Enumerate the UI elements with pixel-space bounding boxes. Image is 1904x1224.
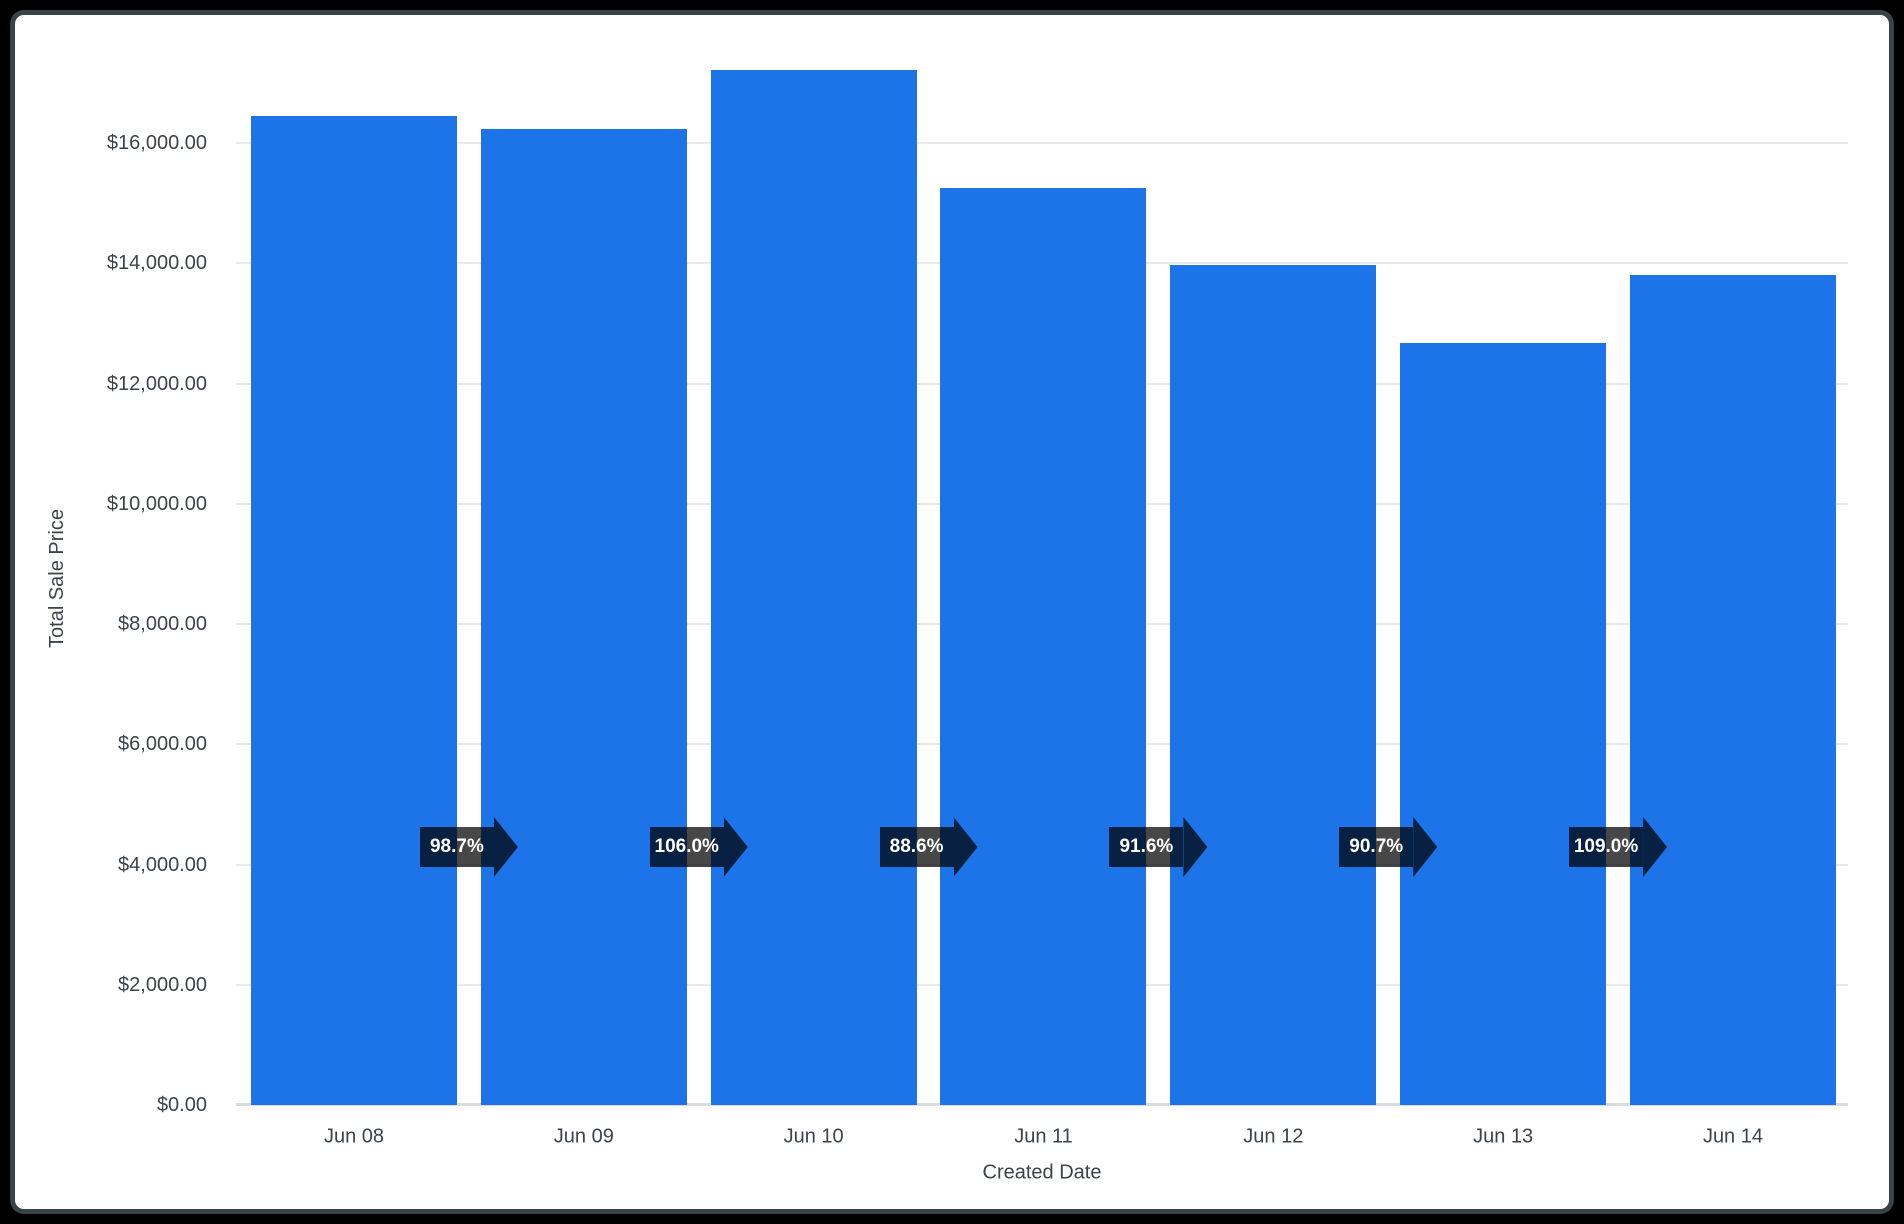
bar-jun-08[interactable]	[251, 115, 457, 1105]
arrow-right-icon	[723, 817, 748, 877]
y-tick-label: $14,000.00	[106, 252, 207, 275]
y-tick-label: $6,000.00	[118, 733, 207, 756]
percent-change-badge: 88.6%	[879, 817, 978, 877]
arrow-right-icon	[1413, 817, 1438, 877]
bar-jun-10[interactable]	[710, 70, 917, 1105]
plot-area: $0.00 $2,000.00 $4,000.00 $6,000.00 $8,000.0…	[107, 40, 1848, 1148]
bar-jun-11[interactable]	[940, 188, 1147, 1105]
percent-change-label: 90.7%	[1339, 827, 1414, 867]
percent-change-label: 91.6%	[1109, 827, 1184, 867]
y-tick-label: $2,000.00	[118, 973, 207, 996]
gridline	[236, 142, 1848, 144]
x-tick-label: Jun 12	[1243, 1125, 1304, 1148]
bar-jun-09[interactable]	[480, 128, 687, 1105]
x-tick-label: Jun 10	[783, 1125, 844, 1148]
y-tick-label: $8,000.00	[118, 613, 207, 635]
y-axis-title-wrap: Total Sale Price	[42, 15, 72, 1141]
x-tick-label: Jun 09	[553, 1125, 614, 1148]
bar-jun-12[interactable]	[1170, 265, 1377, 1105]
y-tick-label: $10,000.00	[106, 492, 207, 515]
percent-change-badge: 106.0%	[649, 817, 748, 877]
percent-change-badge: 98.7%	[419, 817, 518, 877]
x-tick-label: Jun 13	[1473, 1125, 1534, 1148]
y-tick-label: $12,000.00	[106, 372, 207, 395]
y-tick-label: $0.00	[156, 1094, 207, 1116]
arrow-right-icon	[493, 817, 518, 877]
arrow-right-icon	[1643, 817, 1668, 877]
y-tick-label: $16,000.00	[106, 132, 207, 154]
arrow-right-icon	[953, 817, 978, 877]
y-axis-title: Total Sale Price	[45, 508, 68, 648]
percent-change-badge: 109.0%	[1569, 817, 1668, 877]
arrow-right-icon	[1183, 817, 1208, 877]
percent-change-label: 109.0%	[1569, 827, 1644, 867]
y-tick-label: $4,000.00	[118, 853, 207, 876]
chart-card: $0.00 $2,000.00 $4,000.00 $6,000.00 $8,000.0…	[10, 10, 1894, 1214]
percent-change-label: 98.7%	[419, 827, 494, 867]
x-tick-label: Jun 08	[323, 1125, 385, 1148]
percent-change-label: 88.6%	[879, 827, 954, 867]
x-axis-title: Created Date	[982, 1161, 1102, 1184]
percent-change-badge: 90.7%	[1339, 817, 1438, 877]
x-tick-label: Jun 11	[1014, 1125, 1073, 1148]
bar-jun-13[interactable]	[1400, 343, 1607, 1105]
bar-jun-14[interactable]	[1629, 274, 1836, 1105]
percent-change-label: 106.0%	[649, 827, 724, 867]
percent-change-badge: 91.6%	[1109, 817, 1208, 877]
x-tick-label: Jun 14	[1702, 1125, 1763, 1148]
